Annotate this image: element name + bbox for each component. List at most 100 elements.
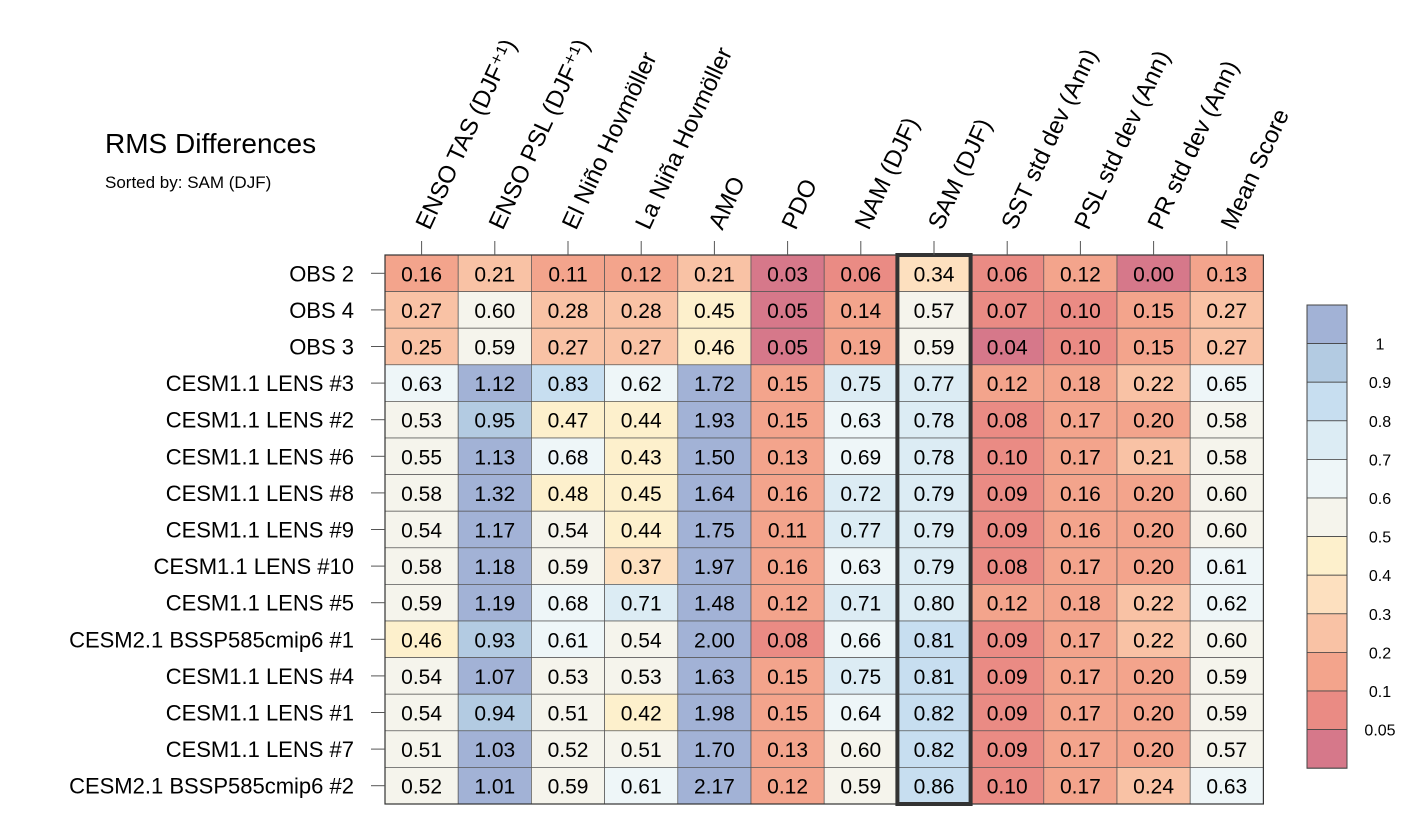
cell-value-label: 0.63: [840, 410, 881, 433]
cell-value-label: 2.17: [694, 776, 735, 799]
heatmap-cell: [1116, 693, 1191, 732]
cell-value-label: 0.20: [1133, 666, 1174, 689]
cell-value-label: 0.09: [987, 483, 1028, 506]
heatmap-cell: [823, 327, 898, 366]
cell-value-label: 0.08: [987, 410, 1028, 433]
cell-value-label: 0.62: [621, 373, 662, 396]
cell-value-label: 0.43: [621, 446, 662, 469]
cell-value-label: 0.10: [987, 446, 1028, 469]
cell-value-label: 0.58: [401, 483, 442, 506]
cell-value-label: 1.70: [694, 739, 735, 762]
heatmap-cell: [823, 620, 898, 658]
cell-value-label: 0.20: [1133, 739, 1174, 762]
cell-value-label: 0.15: [767, 410, 808, 433]
heatmap-cell: [677, 584, 752, 622]
heatmap-cell: [1043, 254, 1118, 292]
colorbar-segment: [1306, 729, 1348, 769]
heatmap-cell: [1116, 401, 1191, 439]
cell-value-label: 0.75: [840, 666, 881, 689]
colorbar-segment: [1306, 613, 1348, 653]
cell-value-label: 0.05: [767, 300, 808, 323]
cell-value-label: 0.79: [914, 520, 955, 543]
colorbar-segment: [1306, 458, 1348, 499]
heatmap-cell: [457, 584, 532, 622]
heatmap-cell: [1116, 584, 1191, 622]
heatmap-cell: [1189, 474, 1264, 512]
heatmap-cell: [1189, 620, 1264, 658]
heatmap-cell: [897, 767, 971, 805]
cell-value-label: 0.09: [987, 629, 1028, 652]
colorbar-label: 0.5: [1369, 530, 1391, 547]
heatmap-cell: [457, 291, 532, 329]
row-label: OBS 2: [289, 261, 354, 286]
cell-value-label: 0.06: [987, 263, 1028, 286]
cell-value-label: 0.54: [401, 666, 442, 689]
heatmap-cell: [970, 620, 1045, 658]
heatmap-cell: [531, 547, 605, 585]
heatmap-cell: [604, 693, 679, 732]
cell-value-label: 1.32: [474, 483, 515, 506]
column-label: AMO: [703, 173, 751, 234]
cell-value-label: 0.17: [1060, 629, 1101, 652]
heatmap-cell: [897, 547, 971, 585]
heatmap-cell: [750, 254, 825, 292]
cell-value-label: 1.72: [694, 373, 735, 396]
cell-value-label: 0.11: [768, 520, 807, 543]
heatmap-cell: [1116, 510, 1191, 549]
heatmap-cell: [1189, 364, 1264, 402]
heatmap-cell: [750, 437, 825, 475]
cell-value-label: 0.27: [401, 300, 442, 323]
cell-value-label: 0.53: [621, 666, 662, 689]
heatmap-cell: [604, 547, 679, 585]
heatmap-cell: [604, 474, 679, 512]
heatmap-cell: [823, 474, 898, 512]
heatmap-cell: [1189, 510, 1264, 549]
cell-value-label: 1.98: [694, 703, 735, 726]
column-label: PDO: [777, 175, 823, 234]
heatmap-cell: [384, 401, 459, 439]
heatmap-cell: [750, 291, 825, 329]
cell-value-label: 0.28: [621, 300, 662, 323]
heatmap-cell: [604, 254, 679, 292]
heatmap-cell: [823, 401, 898, 439]
cell-value-label: 1.93: [694, 410, 735, 433]
heatmap-cell: [457, 364, 532, 402]
cell-value-label: 0.53: [401, 410, 442, 433]
heatmap-cell: [1043, 693, 1118, 732]
heatmap-cell: [897, 291, 971, 329]
heatmap-cell: [1043, 584, 1118, 622]
colorbar-label: 0.6: [1369, 491, 1391, 508]
cell-value-label: 0.22: [1133, 629, 1174, 652]
column-label: SAM (DJF): [923, 115, 998, 234]
cell-value-label: 0.69: [840, 446, 881, 469]
cell-value-label: 0.20: [1133, 520, 1174, 543]
cell-value-label: 0.59: [474, 337, 515, 360]
colorbar-label: 0.8: [1369, 414, 1391, 431]
heatmap-cell: [457, 401, 532, 439]
cell-value-label: 0.25: [401, 337, 442, 360]
cell-value-label: 0.63: [1206, 776, 1247, 799]
cell-value-label: 0.80: [914, 593, 955, 616]
heatmap-cell: [384, 364, 459, 402]
cell-value-label: 0.60: [1206, 483, 1247, 506]
cell-value-label: 0.17: [1060, 446, 1101, 469]
heatmap-cell: [457, 693, 532, 732]
cell-value-label: 0.09: [987, 739, 1028, 762]
cell-value-label: 0.60: [1206, 629, 1247, 652]
heatmap-cell: [1116, 364, 1191, 402]
column-label: Mean Score: [1216, 105, 1295, 234]
heatmap-cell: [897, 437, 971, 475]
row-labels: OBS 2 OBS 4 OBS 3 CESM1.1 LENS #3 CESM1.1 LE…: [69, 261, 385, 799]
heatmap-cells: 0.16 0.21 0.11 0.12 0.21 0.03 0.06 0.34 0.06 0.12…: [384, 253, 1265, 806]
cell-value-label: 1.50: [694, 446, 735, 469]
row-label: OBS 3: [289, 335, 354, 360]
colorbar-segment: [1306, 343, 1348, 383]
cell-value-label: 0.13: [767, 739, 808, 762]
cell-value-label: 0.94: [474, 703, 515, 726]
heatmap-cell: [677, 510, 752, 549]
cell-value-label: 0.60: [474, 300, 515, 323]
heatmap-cell: [823, 767, 898, 805]
cell-value-label: 1.01: [474, 776, 515, 799]
cell-value-label: 0.17: [1060, 666, 1101, 689]
colorbar-segment: [1306, 690, 1348, 730]
